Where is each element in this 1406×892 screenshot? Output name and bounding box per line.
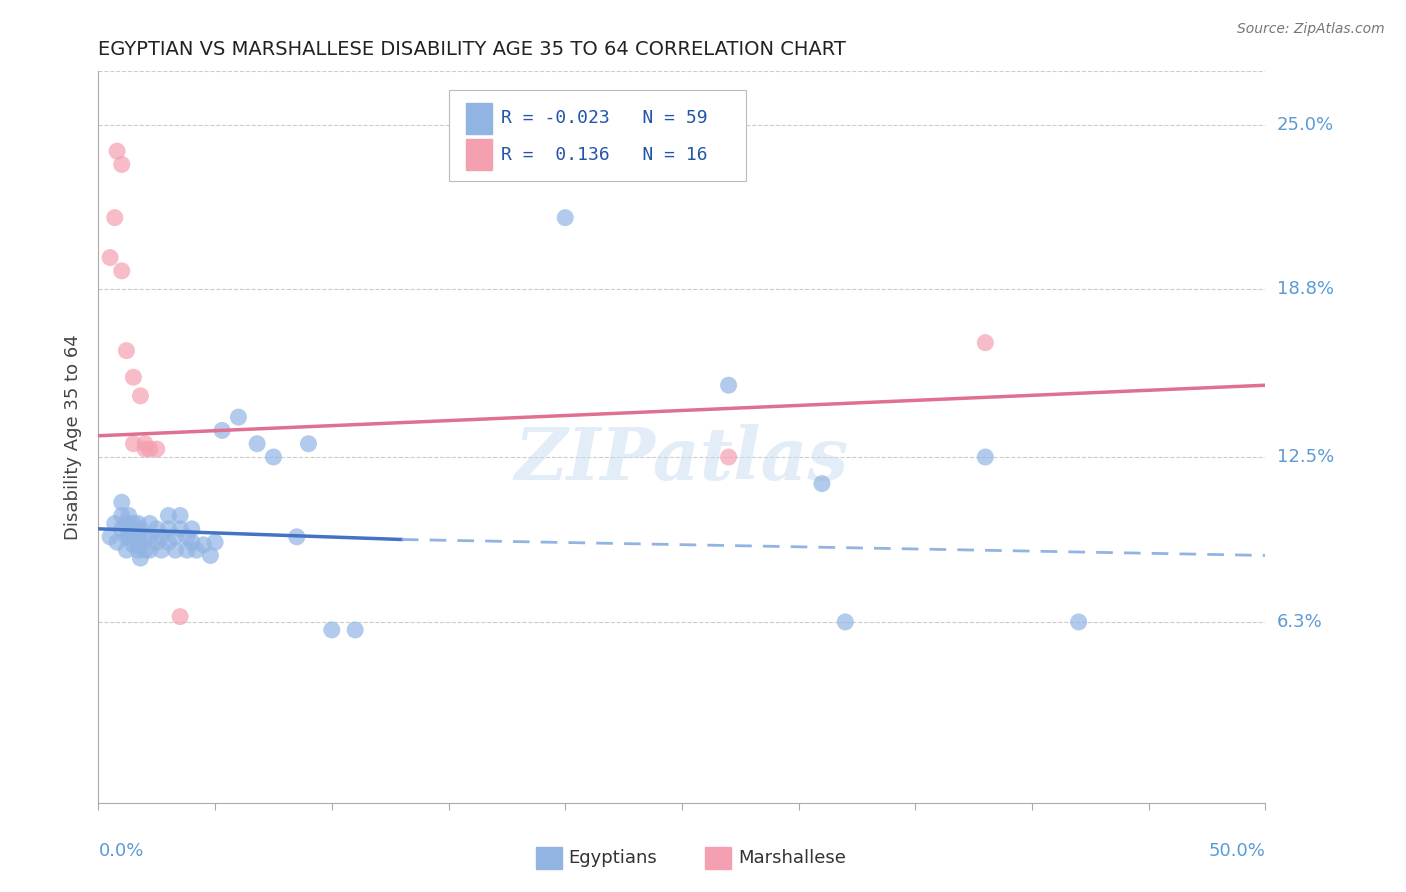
Text: R =  0.136   N = 16: R = 0.136 N = 16 (501, 145, 707, 164)
Text: Marshallese: Marshallese (738, 848, 846, 867)
Point (717, 450, 740, 464)
Point (139, 543, 162, 558)
Point (834, 615, 856, 629)
Point (146, 535, 169, 549)
Point (165, 530, 187, 544)
Point (104, 211, 127, 225)
Point (134, 436, 156, 450)
Point (165, 543, 187, 558)
Text: 50.0%: 50.0% (1209, 842, 1265, 860)
Point (111, 495, 134, 509)
Point (228, 410, 250, 425)
Point (157, 535, 180, 549)
Point (321, 623, 343, 637)
Point (139, 442, 162, 456)
Y-axis label: Disability Age 35 to 64: Disability Age 35 to 64 (65, 334, 83, 540)
Point (297, 436, 319, 450)
Point (717, 378, 740, 392)
Point (115, 343, 138, 358)
Text: 6.3%: 6.3% (1277, 613, 1322, 631)
Point (193, 538, 215, 552)
Point (1067, 615, 1090, 629)
Point (150, 530, 173, 544)
Point (146, 442, 169, 456)
Point (111, 264, 134, 278)
Point (98, 251, 121, 265)
Text: EGYPTIAN VS MARSHALLESE DISABILITY AGE 35 TO 64 CORRELATION CHART: EGYPTIAN VS MARSHALLESE DISABILITY AGE 3… (98, 39, 846, 59)
Point (974, 450, 997, 464)
Point (139, 516, 162, 531)
Point (150, 543, 173, 558)
Point (176, 543, 198, 558)
FancyBboxPatch shape (449, 90, 747, 181)
Point (180, 522, 202, 536)
Point (104, 516, 127, 531)
Point (157, 508, 180, 523)
Point (122, 530, 145, 544)
Point (111, 157, 134, 171)
Bar (706, 847, 731, 869)
Text: ZIPatlas: ZIPatlas (515, 424, 849, 494)
Point (204, 535, 226, 549)
Point (134, 543, 156, 558)
Point (129, 389, 152, 403)
Point (129, 522, 152, 536)
Text: R = -0.023   N = 59: R = -0.023 N = 59 (501, 109, 707, 128)
Point (246, 436, 269, 450)
Point (176, 530, 198, 544)
Point (344, 623, 367, 637)
Text: Egyptians: Egyptians (568, 848, 658, 867)
Bar (536, 847, 562, 869)
Point (118, 522, 141, 536)
Point (118, 530, 141, 544)
Text: 25.0%: 25.0% (1277, 116, 1334, 134)
Point (127, 516, 149, 531)
Point (180, 535, 202, 549)
Point (139, 530, 162, 544)
Point (122, 538, 145, 552)
Point (554, 211, 576, 225)
Point (200, 549, 222, 563)
Point (169, 522, 191, 536)
Point (974, 335, 997, 350)
Point (169, 508, 191, 523)
Point (127, 543, 149, 558)
Point (105, 535, 128, 549)
Point (118, 508, 141, 523)
Point (134, 530, 156, 544)
Point (134, 442, 156, 456)
Bar (465, 103, 492, 134)
Point (169, 609, 191, 624)
Point (111, 522, 134, 536)
Point (127, 530, 149, 544)
Text: Source: ZipAtlas.com: Source: ZipAtlas.com (1237, 22, 1385, 37)
Bar (465, 139, 492, 170)
Point (122, 516, 145, 531)
Point (285, 530, 308, 544)
Point (111, 508, 134, 523)
Point (115, 543, 138, 558)
Point (129, 551, 152, 566)
Point (122, 370, 145, 384)
Point (122, 436, 145, 450)
Text: 0.0%: 0.0% (98, 842, 143, 860)
Point (115, 516, 138, 531)
Point (129, 538, 152, 552)
Point (186, 543, 208, 558)
Point (115, 530, 138, 544)
Point (98, 530, 121, 544)
Point (146, 522, 169, 536)
Point (262, 450, 284, 464)
Point (811, 476, 834, 491)
Point (105, 144, 128, 158)
Text: 12.5%: 12.5% (1277, 448, 1334, 466)
Text: 18.8%: 18.8% (1277, 280, 1333, 299)
Point (211, 424, 233, 438)
Point (157, 522, 180, 536)
